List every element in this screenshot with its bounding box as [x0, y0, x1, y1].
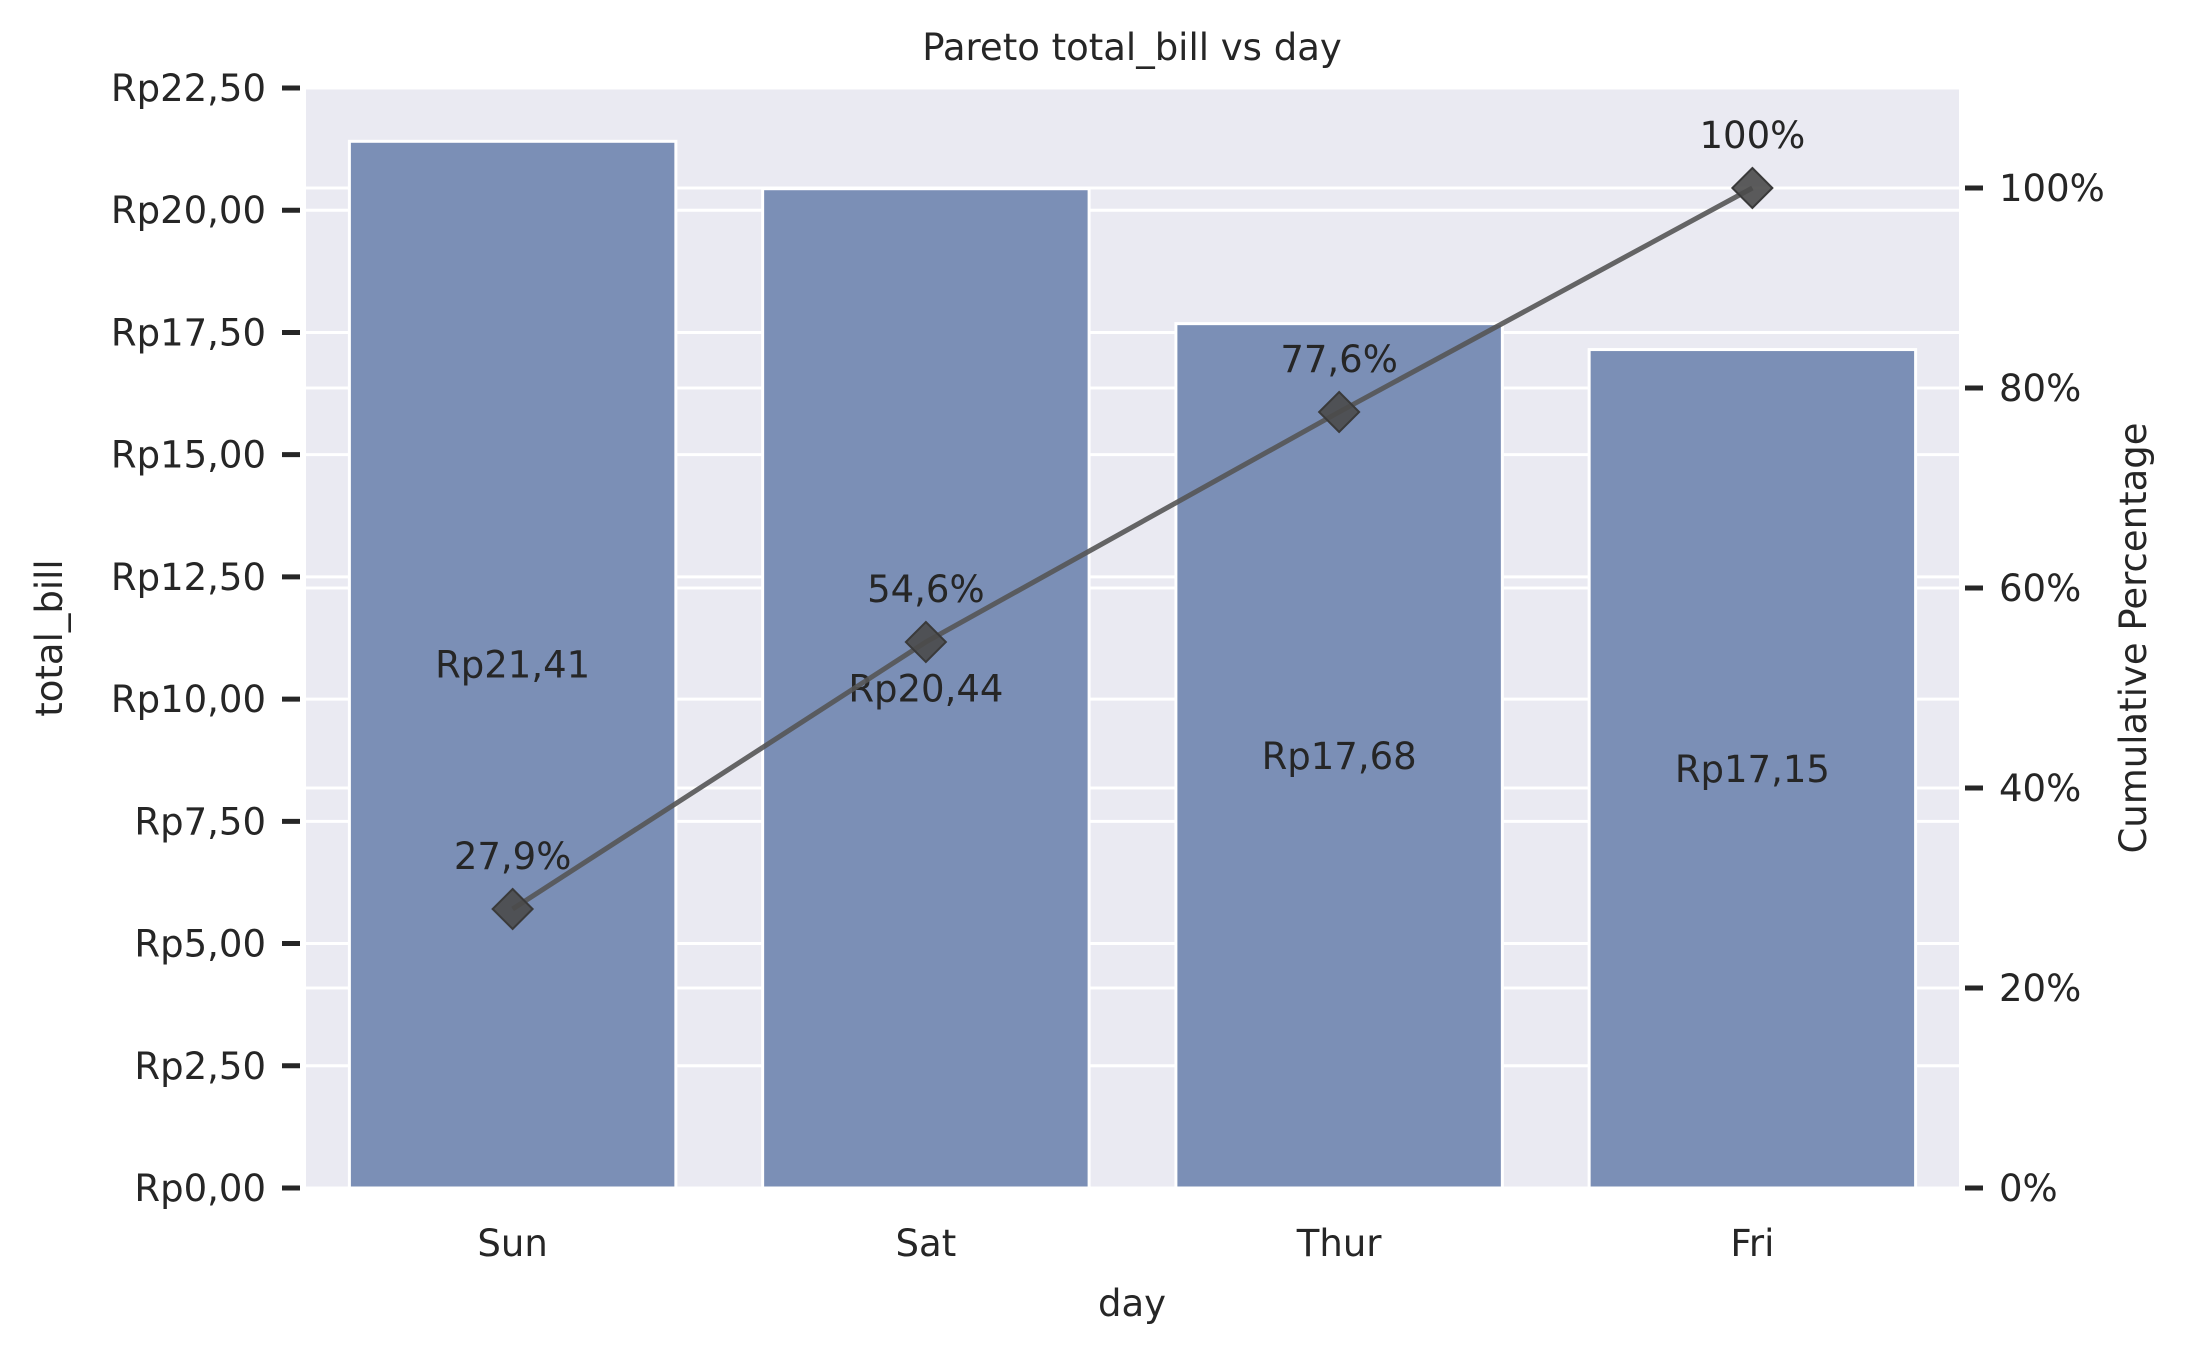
left-axis: Rp0,00 Rp2,50 Rp5,00 Rp7,50 Rp10,00 Rp12,50 Rp… — [111, 67, 300, 1210]
bars — [347, 139, 1918, 1190]
cumulative-percent-label: 54,6% — [867, 568, 985, 611]
y2-tick-label: 0% — [1999, 1167, 2058, 1210]
y2-tick-label: 40% — [1999, 767, 2081, 810]
x-tick-label: Sat — [896, 1222, 957, 1265]
y-tick-label: Rp10,00 — [111, 678, 266, 721]
y-tick-label: Rp20,00 — [111, 189, 266, 232]
right-axis: 0% 20% 40% 60% 80% 100% — [1965, 167, 2105, 1210]
y-tick-label: Rp22,50 — [111, 67, 266, 110]
cumulative-point — [491, 887, 535, 931]
cumulative-point — [1730, 166, 1774, 210]
cumulative-percent-label: 77,6% — [1280, 338, 1398, 381]
bar-value-label: Rp21,41 — [435, 644, 590, 687]
y-tick-label: Rp0,00 — [134, 1167, 266, 1210]
y-tick-label: Rp2,50 — [134, 1045, 266, 1088]
x-axis: Sun Sat Thur Fri — [477, 1222, 1774, 1265]
bar-sun — [347, 139, 678, 1190]
bar-value-labels: Rp21,41 Rp20,44 Rp17,68 Rp17,15 — [435, 644, 1830, 791]
y-tick-label: Rp7,50 — [134, 800, 266, 843]
x-axis-label: day — [1098, 1282, 1166, 1325]
cumulative-point — [904, 620, 948, 664]
y-tick-label: Rp15,00 — [111, 434, 266, 477]
cumulative-line: 27,9% 54,6% 77,6% 100% — [454, 114, 1805, 931]
y2-tick-label: 20% — [1999, 967, 2081, 1010]
chart-title: Pareto total_bill vs day — [922, 26, 1342, 69]
y2-tick-label: 60% — [1999, 567, 2081, 610]
y-tick-label: Rp12,50 — [111, 556, 266, 599]
bar-value-label: Rp20,44 — [848, 667, 1003, 710]
y-tick-label: Rp17,50 — [111, 311, 266, 354]
y-tick-label: Rp5,00 — [134, 923, 266, 966]
bar-value-label: Rp17,15 — [1675, 748, 1830, 791]
bar-fri — [1587, 348, 1918, 1190]
cumulative-polyline — [511, 185, 1754, 912]
bar-thur — [1174, 322, 1504, 1190]
y2-axis-label: Cumulative Percentage — [2112, 422, 2155, 853]
y2-tick-label: 80% — [1999, 367, 2081, 410]
x-tick-label: Fri — [1730, 1222, 1774, 1265]
y-axis-label: total_bill — [28, 559, 71, 716]
cumulative-point — [1317, 390, 1361, 434]
x-tick-label: Sun — [477, 1222, 547, 1265]
bar-value-label: Rp17,68 — [1262, 735, 1417, 778]
x-tick-label: Thur — [1296, 1222, 1383, 1265]
y2-tick-label: 100% — [1999, 167, 2105, 210]
bar-sat — [761, 187, 1091, 1190]
cumulative-percent-label: 27,9% — [454, 835, 572, 878]
cumulative-percent-label: 100% — [1699, 114, 1805, 157]
